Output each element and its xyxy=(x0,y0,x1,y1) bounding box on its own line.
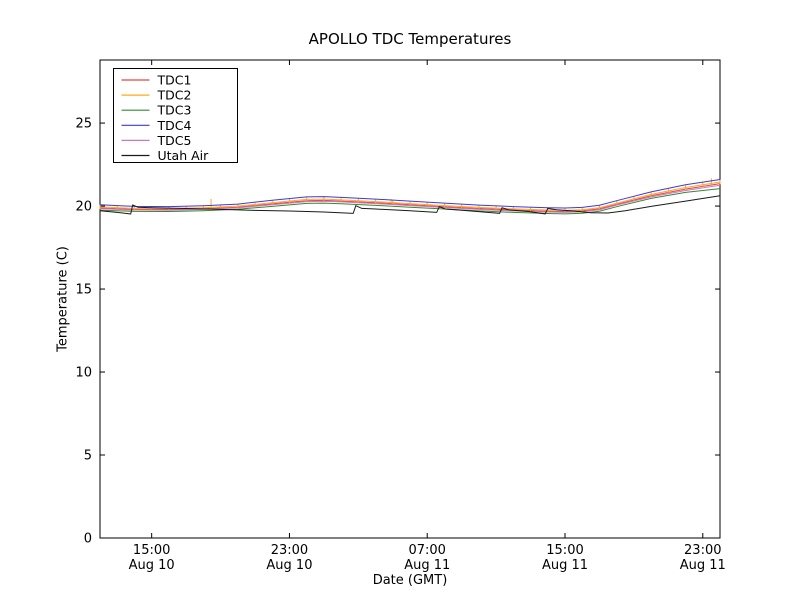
y-tick-label: 0 xyxy=(84,532,92,547)
legend-label-tdc1: TDC1 xyxy=(157,73,192,88)
x-tick-label-time: 23:00 xyxy=(684,543,721,558)
legend-label-tdc3: TDC3 xyxy=(157,103,192,118)
legend-label-tdc5: TDC5 xyxy=(157,133,192,148)
x-tick-label-time: 15:00 xyxy=(133,543,170,558)
x-tick-label-time: 07:00 xyxy=(408,543,445,558)
legend-box xyxy=(113,68,238,163)
x-tick-label-time: 15:00 xyxy=(546,543,583,558)
legend-label-tdc4: TDC4 xyxy=(157,118,192,133)
legend-label-tdc2: TDC2 xyxy=(157,88,192,103)
plot-frame xyxy=(99,59,721,539)
y-tick-label: 15 xyxy=(75,283,92,298)
x-tick-label-date: Aug 11 xyxy=(404,558,450,573)
series-line-tdc3 xyxy=(99,188,721,215)
series-line-utah-air xyxy=(99,195,721,215)
x-tick-label-date: Aug 11 xyxy=(680,558,726,573)
series-line-tdc5 xyxy=(99,184,721,213)
x-tick-label-date: Aug 10 xyxy=(266,558,312,573)
legend-label-utah-air: Utah Air xyxy=(158,148,210,163)
y-tick-label: 25 xyxy=(75,117,92,132)
x-tick-label-date: Aug 10 xyxy=(129,558,175,573)
series-line-tdc4 xyxy=(99,179,721,209)
x-axis-label: Date (GMT) xyxy=(372,573,448,588)
y-tick-label: 5 xyxy=(84,449,92,464)
x-tick-label-time: 23:00 xyxy=(271,543,308,558)
y-tick-label: 20 xyxy=(75,200,92,215)
chart-title: APOLLO TDC Temperatures xyxy=(308,30,512,48)
y-tick-label: 10 xyxy=(75,366,92,381)
x-tick-label-date: Aug 11 xyxy=(542,558,588,573)
y-axis-label: Temperature (C) xyxy=(55,246,71,352)
